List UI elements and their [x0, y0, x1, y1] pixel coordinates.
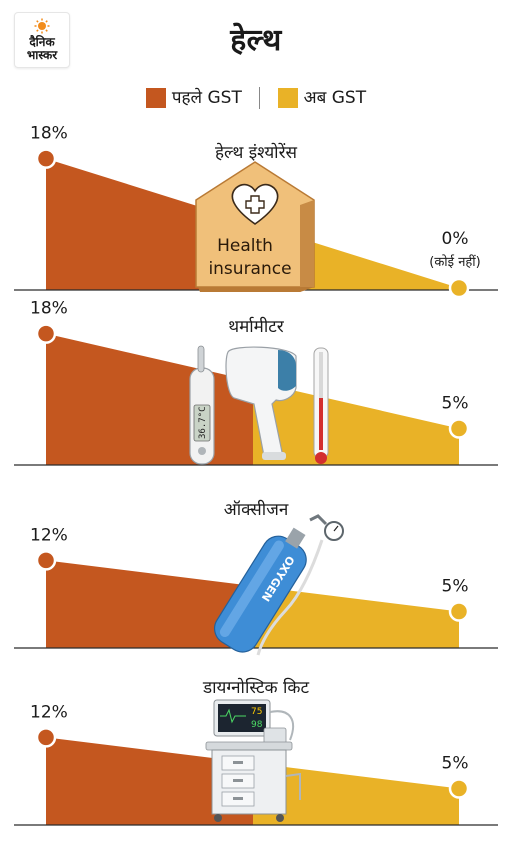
before-point-3 — [35, 550, 57, 571]
before-label-4: 12% — [30, 702, 68, 722]
before-point-4 — [35, 727, 57, 748]
now-label-4: 5% — [442, 754, 469, 774]
legend-before-swatch — [145, 88, 166, 108]
insurance-line1: Health — [217, 236, 273, 256]
now-point-4 — [448, 778, 470, 799]
before-point-2 — [35, 323, 57, 344]
now-area-3 — [253, 586, 459, 648]
before-point-1 — [35, 148, 57, 169]
brand-line1: दैनिक — [29, 35, 55, 49]
legend-divider — [259, 87, 261, 109]
before-area-2 — [46, 333, 253, 465]
legend-now-swatch — [277, 88, 298, 108]
now-label-1: 0% — [442, 229, 469, 249]
insurance-line2: insurance — [208, 259, 291, 279]
monitor-value-bottom: 98 — [251, 720, 263, 730]
now-label-2: 5% — [442, 394, 469, 414]
now-point-3 — [448, 601, 470, 622]
now-point-2 — [448, 418, 470, 439]
now-area-2 — [253, 381, 459, 465]
legend-now-label: अब GST — [303, 88, 367, 108]
panel-3: ऑक्सीजन 12% 5% — [14, 499, 498, 649]
thermometer-reading: 36.7°C — [198, 406, 208, 439]
insurance-house-illustration: Health insurance — [195, 161, 315, 292]
diagnostic-cart-illustration: 75 98 — [205, 699, 301, 822]
before-label-2: 18% — [30, 299, 68, 319]
sun-icon — [34, 18, 50, 34]
category-title-2: थर्मामीटर — [228, 316, 285, 337]
page-title: हेल्थ — [230, 23, 282, 58]
legend-before: पहले GST — [145, 86, 242, 110]
brand-line2: भास्कर — [26, 48, 58, 62]
legend-before-label: पहले GST — [171, 88, 242, 108]
before-area-3 — [46, 560, 253, 648]
panel-4: डायग्नोस्टिक किट 12% 5% — [14, 677, 498, 826]
category-title-4: डायग्नोस्टिक किट — [202, 677, 309, 698]
before-label-3: 12% — [30, 525, 68, 545]
before-label-1: 18% — [30, 124, 68, 144]
category-title-1: हेल्थ इंश्योरेंस — [215, 142, 298, 163]
now-label-3: 5% — [442, 577, 469, 597]
legend-now: अब GST — [277, 86, 367, 110]
medical-cross-icon — [245, 195, 265, 214]
before-area-4 — [46, 737, 253, 825]
now-note-1: (कोई नहीं) — [429, 254, 481, 270]
legend: पहले GST अब GST — [0, 86, 512, 110]
oxygen-cylinder-illustration: OXYGEN — [213, 514, 344, 656]
now-point-1 — [448, 277, 470, 299]
category-title-3: ऑक्सीजन — [224, 499, 289, 520]
now-area-4 — [253, 763, 459, 825]
brand-logo: दैनिक भास्कर — [14, 12, 70, 68]
thermometer-illustration: 36.7°C — [189, 345, 329, 465]
monitor-value-top: 75 — [251, 707, 262, 717]
heart-icon — [231, 183, 279, 225]
